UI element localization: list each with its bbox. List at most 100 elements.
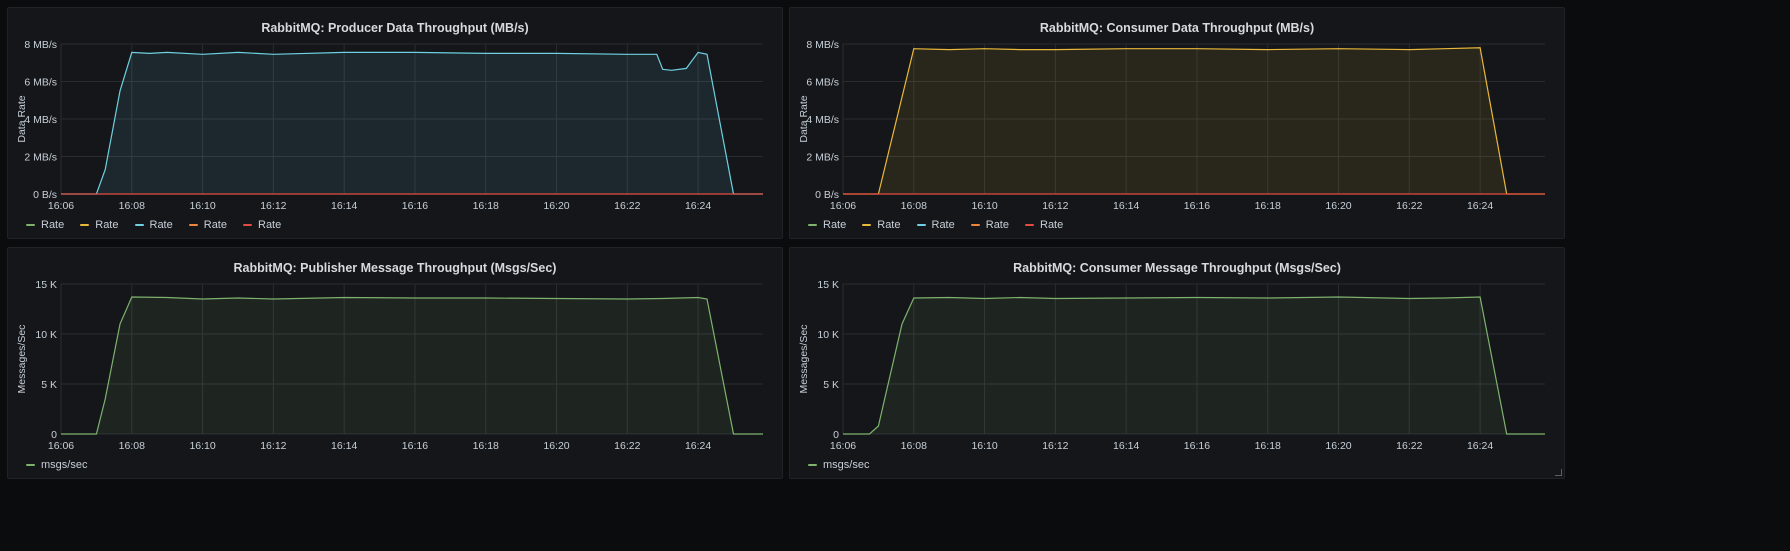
- y-tick-label: 15 K: [35, 279, 57, 291]
- legend: msgs/sec: [26, 459, 87, 471]
- x-tick-label: 16:14: [331, 440, 357, 452]
- x-tick-label: 16:06: [830, 200, 856, 212]
- y-tick-label: 0 B/s: [815, 189, 839, 201]
- x-tick-label: 16:10: [189, 200, 215, 212]
- legend-item[interactable]: Rate: [26, 219, 64, 231]
- y-tick-label: 5 K: [41, 379, 57, 391]
- x-tick-label: 16:22: [1396, 200, 1422, 212]
- y-tick-label: 8 MB/s: [24, 39, 57, 51]
- legend: Rate Rate Rate Rate Rate: [808, 219, 1063, 231]
- publisher-message-throughput-panel: RabbitMQ: Publisher Message Throughput (…: [7, 247, 783, 479]
- x-tick-label: 16:18: [473, 200, 499, 212]
- x-tick-label: 16:12: [260, 200, 286, 212]
- x-tick-label: 16:18: [1255, 200, 1281, 212]
- legend-label: Rate: [203, 219, 227, 231]
- legend-label: msgs/sec: [41, 459, 88, 471]
- x-tick-label: 16:16: [402, 200, 428, 212]
- legend-swatch: [916, 224, 926, 226]
- legend-item[interactable]: Rate: [134, 219, 173, 231]
- legend-label: Rate: [1040, 219, 1064, 231]
- legend-swatch: [134, 224, 144, 226]
- y-axis-label: Messages/Sec: [798, 325, 810, 394]
- legend-label: msgs/sec: [823, 459, 870, 471]
- legend: msgs/sec: [808, 459, 869, 471]
- x-tick-label: 16:22: [614, 200, 640, 212]
- legend-label: Rate: [41, 219, 65, 231]
- x-tick-label: 16:12: [1042, 200, 1068, 212]
- x-tick-label: 16:08: [901, 200, 927, 212]
- y-axis-label: Messages/Sec: [16, 325, 28, 394]
- x-tick-label: 16:14: [1113, 200, 1139, 212]
- chart-svg: 0 5 K 10 K 15 K 16:06 16:08 16:10 16:12 16:14 16:…: [798, 279, 1545, 452]
- y-tick-label: 0: [833, 429, 839, 441]
- legend: Rate Rate Rate Rate Rate: [26, 219, 281, 231]
- y-tick-label: 6 MB/s: [806, 77, 839, 89]
- x-tick-label: 16:10: [971, 440, 997, 452]
- series-area: [61, 297, 763, 434]
- x-tick-label: 16:24: [1467, 440, 1493, 452]
- legend-swatch: [808, 464, 817, 466]
- legend-item[interactable]: msgs/sec: [808, 459, 869, 471]
- legend-item[interactable]: Rate: [188, 219, 227, 231]
- x-tick-label: 16:22: [614, 440, 640, 452]
- y-tick-label: 10 K: [817, 329, 839, 341]
- y-tick-label: 0: [51, 429, 57, 441]
- legend-item[interactable]: Rate: [970, 219, 1009, 231]
- legend-swatch: [970, 224, 980, 226]
- x-tick-label: 16:24: [685, 440, 711, 452]
- x-tick-label: 16:20: [543, 200, 569, 212]
- resize-handle[interactable]: [1555, 469, 1562, 476]
- legend-swatch: [808, 224, 817, 226]
- y-tick-label: 8 MB/s: [806, 39, 839, 51]
- y-tick-label: 15 K: [817, 279, 839, 291]
- panel-title[interactable]: RabbitMQ: Consumer Message Throughput (M…: [1013, 261, 1341, 275]
- x-tick-label: 16:20: [1325, 440, 1351, 452]
- series-area: [843, 297, 1545, 434]
- chart-svg: 0 B/s 2 MB/s 4 MB/s 6 MB/s 8 MB/s 16:06 16:08 1…: [798, 39, 1545, 212]
- x-tick-label: 16:06: [830, 440, 856, 452]
- series-line: [61, 296, 763, 435]
- series-area: [61, 52, 763, 195]
- consumer-message-throughput-panel: RabbitMQ: Consumer Message Throughput (M…: [789, 247, 1565, 479]
- legend-label: Rate: [149, 219, 173, 231]
- x-tick-label: 16:22: [1396, 440, 1422, 452]
- legend-swatch: [862, 224, 872, 226]
- y-axis-label: Data Rate: [798, 95, 810, 142]
- y-tick-label: 4 MB/s: [806, 114, 839, 126]
- y-tick-label: 0 B/s: [33, 189, 57, 201]
- x-tick-label: 16:12: [1042, 440, 1068, 452]
- y-tick-label: 5 K: [823, 379, 839, 391]
- y-tick-label: 2 MB/s: [24, 152, 57, 164]
- legend-swatch: [80, 224, 90, 226]
- consumer-data-throughput-panel: RabbitMQ: Consumer Data Throughput (MB/s…: [789, 7, 1565, 239]
- panel-title[interactable]: RabbitMQ: Producer Data Throughput (MB/s…: [261, 21, 529, 35]
- x-tick-label: 16:10: [971, 200, 997, 212]
- x-tick-label: 16:20: [543, 440, 569, 452]
- x-tick-label: 16:18: [473, 440, 499, 452]
- legend-item[interactable]: Rate: [862, 219, 901, 231]
- y-tick-label: 6 MB/s: [24, 77, 57, 89]
- x-tick-label: 16:06: [48, 440, 74, 452]
- y-tick-label: 10 K: [35, 329, 57, 341]
- y-tick-label: 4 MB/s: [24, 114, 57, 126]
- x-tick-label: 16:06: [48, 200, 74, 212]
- legend-label: Rate: [95, 219, 119, 231]
- legend-item[interactable]: Rate: [1025, 219, 1063, 231]
- legend-item[interactable]: Rate: [808, 219, 846, 231]
- series-line: [843, 47, 1545, 195]
- x-tick-label: 16:16: [402, 440, 428, 452]
- legend-label: Rate: [823, 219, 847, 231]
- legend-label: Rate: [985, 219, 1009, 231]
- x-tick-label: 16:10: [189, 440, 215, 452]
- legend-swatch: [188, 224, 198, 226]
- x-tick-label: 16:24: [1467, 200, 1493, 212]
- x-tick-label: 16:14: [331, 200, 357, 212]
- legend-item[interactable]: Rate: [80, 219, 119, 231]
- panel-title[interactable]: RabbitMQ: Consumer Data Throughput (MB/s…: [1039, 21, 1315, 35]
- legend-item[interactable]: msgs/sec: [26, 459, 87, 471]
- panel-title[interactable]: RabbitMQ: Publisher Message Throughput (…: [233, 261, 557, 275]
- legend-swatch: [243, 224, 252, 226]
- x-tick-label: 16:08: [119, 440, 145, 452]
- legend-item[interactable]: Rate: [916, 219, 955, 231]
- legend-item[interactable]: Rate: [243, 219, 281, 231]
